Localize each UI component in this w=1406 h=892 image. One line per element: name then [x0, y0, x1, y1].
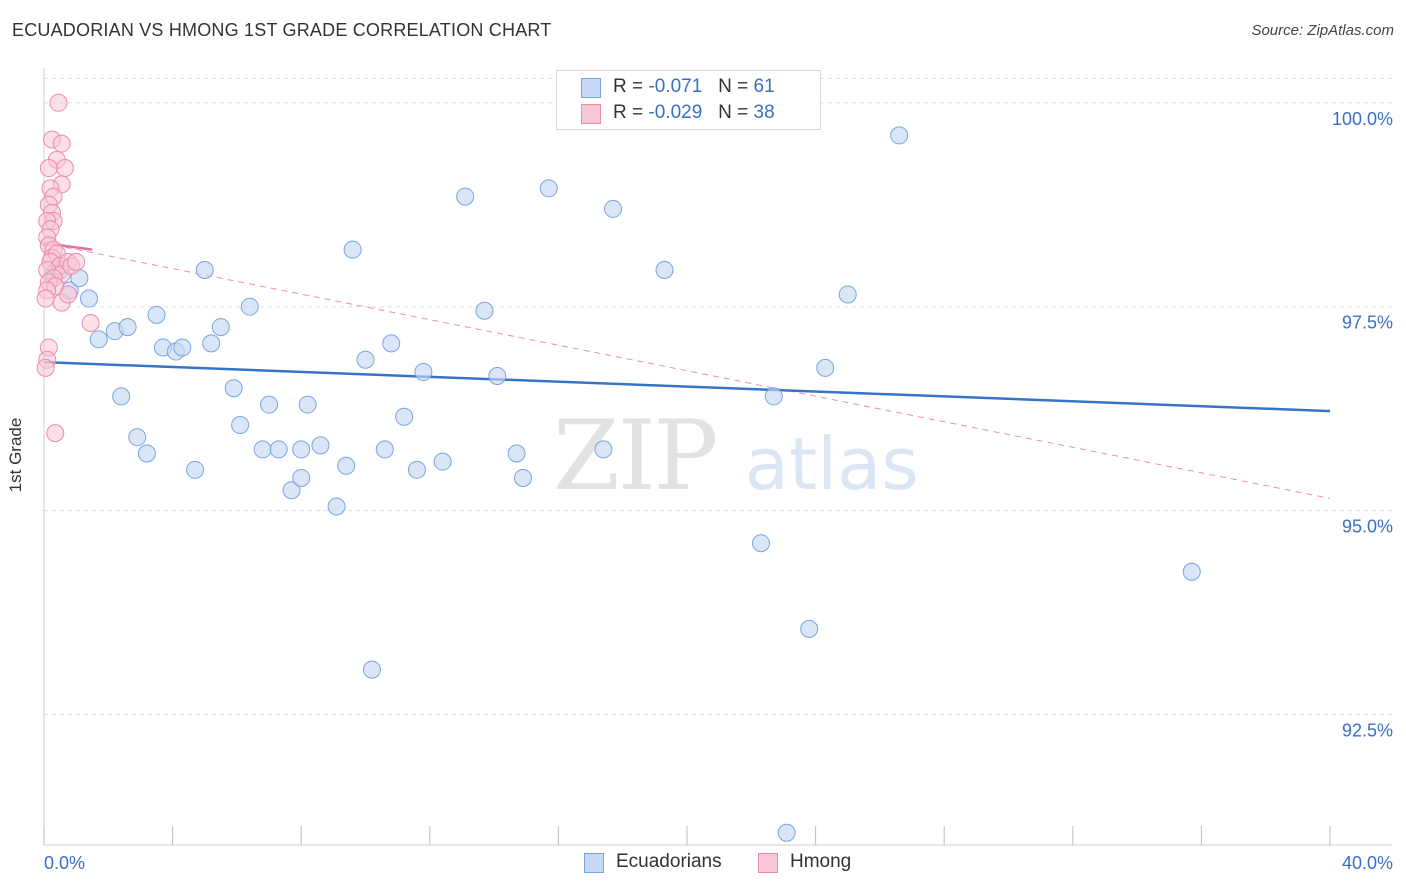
points-layer [36, 93, 1201, 842]
correlation-legend: R = -0.071 N = 61 R = -0.029 N = 38 [556, 70, 821, 130]
ecuadorians-point [777, 823, 796, 842]
legend-n-label: N = [718, 102, 749, 123]
x-tick-label-max: 40.0% [1342, 853, 1393, 873]
ecuadorians-point [764, 387, 783, 406]
ecuadorians-point [202, 334, 221, 353]
legend-swatch-ecuadorians [581, 78, 601, 98]
ecuadorians-point [195, 260, 214, 279]
ecuadorians-point [173, 338, 192, 357]
ecuadorians-point [655, 260, 674, 279]
legend-n-value: 38 [753, 102, 775, 123]
ecuadorians-point [838, 285, 857, 304]
ecuadorians-point [800, 619, 819, 638]
y-tick-label: 97.5% [1342, 313, 1393, 333]
ecuadorians-point [282, 481, 301, 500]
ecuadorians-point [395, 407, 414, 426]
ecuadorians-point [514, 468, 533, 487]
ecuadorians-trend-line [43, 360, 1331, 413]
legend-r-value: -0.029 [648, 102, 703, 123]
ecuadorians-point [260, 395, 279, 414]
x-tick-label-min: 0.0% [44, 853, 85, 873]
ecuadorians-point [298, 395, 317, 414]
ecuadorians-point [1182, 562, 1201, 581]
ecuadorians-point [375, 440, 394, 459]
series-label-hmong: Hmong [790, 851, 852, 872]
ecuadorians-point [337, 456, 356, 475]
ecuadorians-point [456, 187, 475, 206]
series-legend: Ecuadorians Hmong [0, 851, 1406, 877]
ecuadorians-point [147, 305, 166, 324]
hmong-point [49, 93, 68, 112]
ecuadorians-point [507, 444, 526, 463]
ecuadorians-point [224, 379, 243, 398]
hmong-point [36, 289, 55, 308]
ecuadorians-point [128, 428, 147, 447]
hmong-point [81, 314, 100, 332]
ecuadorians-point [253, 440, 272, 459]
ecuadorians-point [751, 534, 770, 553]
ecuadorians-point [407, 460, 426, 479]
grid-layer [44, 77, 1392, 715]
ecuadorians-point [475, 301, 494, 320]
hmong-point [67, 252, 86, 271]
ecuadorians-point [362, 660, 381, 679]
ecuadorians-point [343, 240, 362, 259]
axis-layer [43, 68, 1392, 846]
ecuadorians-point [414, 362, 433, 381]
ecuadorians-point [240, 297, 259, 316]
ecuadorians-point [231, 415, 250, 434]
hmong-point [55, 159, 74, 178]
ecuadorians-point [292, 440, 311, 459]
ecuadorians-point [356, 350, 375, 369]
y-tick-label: 92.5% [1342, 721, 1393, 741]
watermark-zip: ZIP [553, 400, 718, 512]
chart-title: ECUADORIAN VS HMONG 1ST GRADE CORRELATIO… [12, 20, 552, 40]
ecuadorians-point [118, 318, 137, 337]
ecuadorians-point [488, 367, 507, 386]
hmong-point [52, 134, 71, 153]
tick-label-layer: 92.5% 95.0% 97.5% 100.0% 0.0% 40.0% [44, 109, 1393, 873]
source-text: Source: ZipAtlas.com [1251, 22, 1394, 39]
ecuadorians-point [80, 289, 99, 308]
legend-r-label: R = [613, 102, 644, 123]
trend-layer [43, 241, 1331, 499]
ecuadorians-point [594, 440, 613, 459]
ecuadorians-point [89, 330, 108, 349]
ecuadorians-point [211, 318, 230, 337]
hmong-point [39, 159, 58, 178]
hmong-point [46, 424, 65, 443]
ecuadorians-point [890, 126, 909, 145]
ecuadorians-point [186, 460, 205, 479]
series-label-ecuadorians: Ecuadorians [616, 851, 722, 872]
y-tick-label: 100.0% [1332, 109, 1393, 129]
legend-r-label: R = [613, 76, 644, 97]
legend-r-value: -0.071 [648, 76, 703, 97]
ecuadorians-point [382, 334, 401, 353]
ecuadorians-point [292, 468, 311, 487]
ecuadorians-point [539, 179, 558, 198]
watermark-atlas: atlas [744, 422, 919, 506]
legend-n-value: 61 [753, 76, 775, 97]
ecuadorians-point [269, 440, 288, 459]
ecuadorians-point [816, 358, 835, 377]
ecuadorians-point [137, 444, 156, 463]
ecuadorians-point [112, 387, 131, 406]
y-tick-label: 95.0% [1342, 517, 1393, 537]
series-swatch-ecuadorians [584, 853, 604, 873]
hmong-trend-dashed [43, 242, 1331, 499]
legend-swatch-hmong [581, 104, 601, 124]
ecuadorians-point [433, 452, 452, 471]
hmong-point [36, 358, 55, 377]
ecuadorians-point [327, 497, 346, 516]
hmong-point [59, 285, 78, 304]
series-swatch-hmong [758, 853, 778, 873]
legend-n-label: N = [718, 76, 749, 97]
ecuadorians-point [604, 199, 623, 218]
watermark: ZIP atlas [553, 400, 919, 512]
ecuadorians-point [311, 436, 330, 455]
